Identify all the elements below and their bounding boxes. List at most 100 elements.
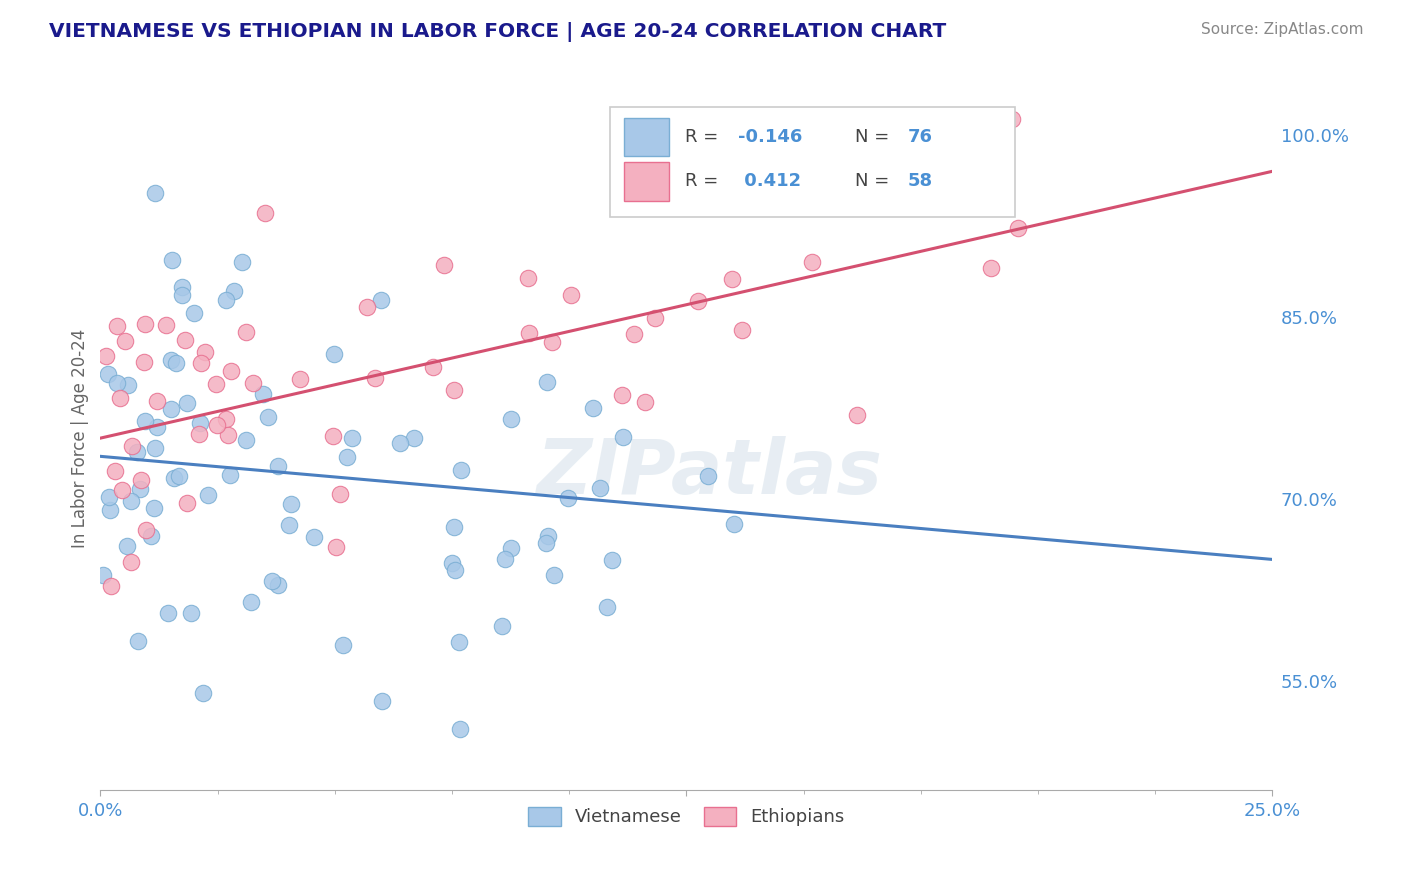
Text: 0.412: 0.412: [738, 172, 801, 190]
Point: [242, 376, 264, 390]
Point: [596, 599, 619, 614]
Point: [356, 300, 378, 314]
Point: [491, 619, 513, 633]
Point: [600, 553, 623, 567]
Point: [174, 333, 197, 347]
Text: -0.146: -0.146: [738, 128, 803, 146]
Point: [543, 567, 565, 582]
Point: [499, 541, 522, 556]
FancyBboxPatch shape: [624, 162, 669, 201]
Point: [188, 416, 211, 430]
Point: [449, 722, 471, 736]
Point: [121, 439, 143, 453]
Point: [105, 318, 128, 333]
Point: [163, 471, 186, 485]
Point: [145, 393, 167, 408]
Point: [1007, 221, 1029, 235]
Point: [517, 271, 540, 285]
Point: [117, 378, 139, 392]
Point: [156, 606, 179, 620]
Point: [277, 518, 299, 533]
Point: [170, 280, 193, 294]
Point: [104, 464, 127, 478]
Point: [1001, 112, 1024, 126]
Point: [325, 540, 347, 554]
Point: [389, 436, 412, 450]
Point: [120, 494, 142, 508]
Point: [541, 335, 564, 350]
Point: [235, 433, 257, 447]
FancyBboxPatch shape: [610, 107, 1015, 217]
Point: [363, 371, 385, 385]
Text: 58: 58: [908, 172, 934, 190]
Point: [98, 502, 121, 516]
Point: [143, 186, 166, 200]
Point: [654, 182, 676, 196]
Point: [731, 323, 754, 337]
Point: [91, 567, 114, 582]
Point: [877, 177, 900, 191]
Point: [254, 206, 277, 220]
Point: [914, 197, 936, 211]
Point: [447, 634, 470, 648]
Point: [127, 633, 149, 648]
Point: [288, 371, 311, 385]
Point: [190, 356, 212, 370]
Point: [404, 431, 426, 445]
Point: [100, 579, 122, 593]
Point: [197, 488, 219, 502]
Point: [235, 325, 257, 339]
Point: [115, 539, 138, 553]
Point: [132, 355, 155, 369]
Point: [97, 367, 120, 381]
Point: [219, 364, 242, 378]
Point: [501, 412, 523, 426]
Point: [494, 552, 516, 566]
Point: [110, 391, 132, 405]
Point: [165, 356, 187, 370]
Point: [260, 574, 283, 589]
Y-axis label: In Labor Force | Age 20-24: In Labor Force | Age 20-24: [72, 328, 89, 548]
Point: [214, 412, 236, 426]
Point: [134, 414, 156, 428]
Point: [371, 694, 394, 708]
Point: [160, 402, 183, 417]
Point: [723, 516, 745, 531]
FancyBboxPatch shape: [624, 118, 669, 156]
Point: [845, 408, 868, 422]
Point: [267, 578, 290, 592]
Point: [219, 467, 242, 482]
Point: [720, 272, 742, 286]
Point: [612, 388, 634, 402]
Point: [440, 556, 463, 570]
Point: [801, 255, 824, 269]
Text: 76: 76: [908, 128, 934, 146]
Point: [187, 427, 209, 442]
Point: [623, 326, 645, 341]
Point: [143, 441, 166, 455]
Point: [169, 468, 191, 483]
Point: [183, 306, 205, 320]
Point: [257, 410, 280, 425]
Point: [612, 430, 634, 444]
Legend: Vietnamese, Ethiopians: Vietnamese, Ethiopians: [520, 800, 852, 834]
Point: [162, 252, 184, 267]
Point: [205, 417, 228, 432]
Point: [160, 352, 183, 367]
Point: [142, 501, 165, 516]
Text: R =: R =: [685, 172, 724, 190]
Point: [589, 481, 612, 495]
Point: [980, 260, 1002, 275]
Point: [280, 497, 302, 511]
Point: [322, 429, 344, 443]
Point: [170, 287, 193, 301]
Point: [105, 376, 128, 390]
Point: [120, 555, 142, 569]
Point: [443, 383, 465, 397]
Text: VIETNAMESE VS ETHIOPIAN IN LABOR FORCE | AGE 20-24 CORRELATION CHART: VIETNAMESE VS ETHIOPIAN IN LABOR FORCE |…: [49, 22, 946, 42]
Point: [205, 377, 228, 392]
Point: [450, 463, 472, 477]
Point: [342, 431, 364, 445]
Point: [582, 401, 605, 416]
Point: [537, 529, 560, 543]
